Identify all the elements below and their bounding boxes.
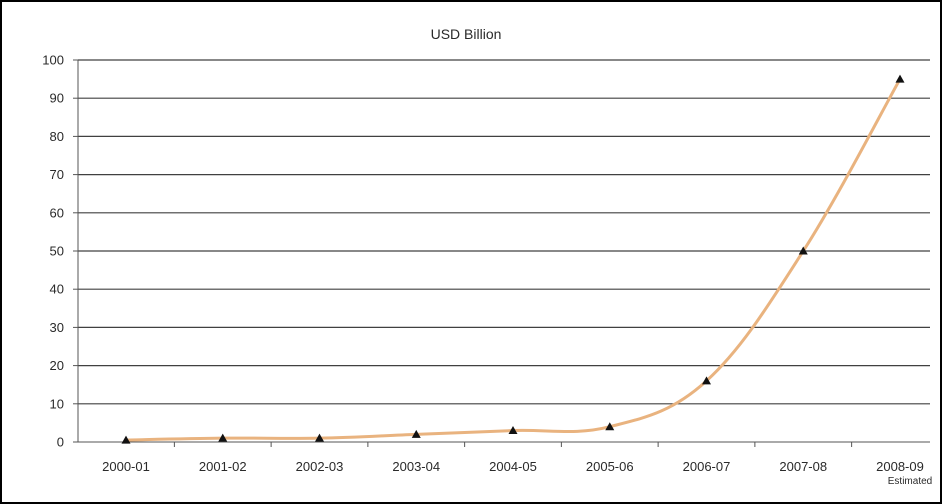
data-point-2001-02 bbox=[218, 433, 228, 442]
y-tick-label: 90 bbox=[50, 91, 64, 106]
data-point-2003-04 bbox=[411, 429, 421, 438]
y-tick-label: 0 bbox=[57, 435, 64, 450]
x-tick-label: 2007-08 bbox=[779, 459, 827, 474]
x-tick-label: 2004-05 bbox=[489, 459, 537, 474]
y-tick-label: 80 bbox=[50, 129, 64, 144]
y-tick-label: 40 bbox=[50, 282, 64, 297]
y-tick-label: 10 bbox=[50, 396, 64, 411]
y-axis-tick-labels: 0 10 20 30 40 50 60 70 80 90 100 bbox=[42, 53, 64, 450]
axes bbox=[73, 59, 930, 447]
series-line-0 bbox=[124, 77, 902, 442]
x-tick-label: 2000-01 bbox=[102, 459, 150, 474]
x-tick-label: 2005-06 bbox=[586, 459, 634, 474]
data-point-2000-01 bbox=[121, 435, 131, 444]
y-tick-label: 30 bbox=[50, 320, 64, 335]
y-tick-label: 100 bbox=[42, 53, 64, 68]
y-tick-label: 60 bbox=[50, 205, 64, 220]
x-tick-label: 2001-02 bbox=[199, 459, 247, 474]
chart-title: USD Billion bbox=[431, 26, 502, 42]
data-markers bbox=[121, 74, 905, 444]
data-point-2008-09 bbox=[895, 74, 905, 83]
x-tick-label: 2003-04 bbox=[392, 459, 440, 474]
x-tick-label: 2002-03 bbox=[296, 459, 344, 474]
data-point-2007-08 bbox=[798, 246, 808, 255]
x-tick-label: 2006-07 bbox=[683, 459, 731, 474]
y-tick-label: 20 bbox=[50, 358, 64, 373]
x-tick-label: 2008-09 bbox=[876, 459, 924, 474]
data-series bbox=[124, 77, 902, 442]
data-point-2005-06 bbox=[605, 422, 615, 431]
x-tick-note: Estimated bbox=[888, 476, 932, 487]
y-tick-label: 50 bbox=[50, 244, 64, 259]
data-point-2006-07 bbox=[702, 376, 711, 385]
y-tick-label: 70 bbox=[50, 167, 64, 182]
data-point-2002-03 bbox=[315, 433, 324, 442]
gridlines bbox=[78, 59, 930, 405]
x-axis-tick-labels: 2000-01 2001-02 2002-03 2003-04 2004-05 2005-… bbox=[102, 459, 932, 487]
data-point-2004-05 bbox=[508, 426, 518, 435]
